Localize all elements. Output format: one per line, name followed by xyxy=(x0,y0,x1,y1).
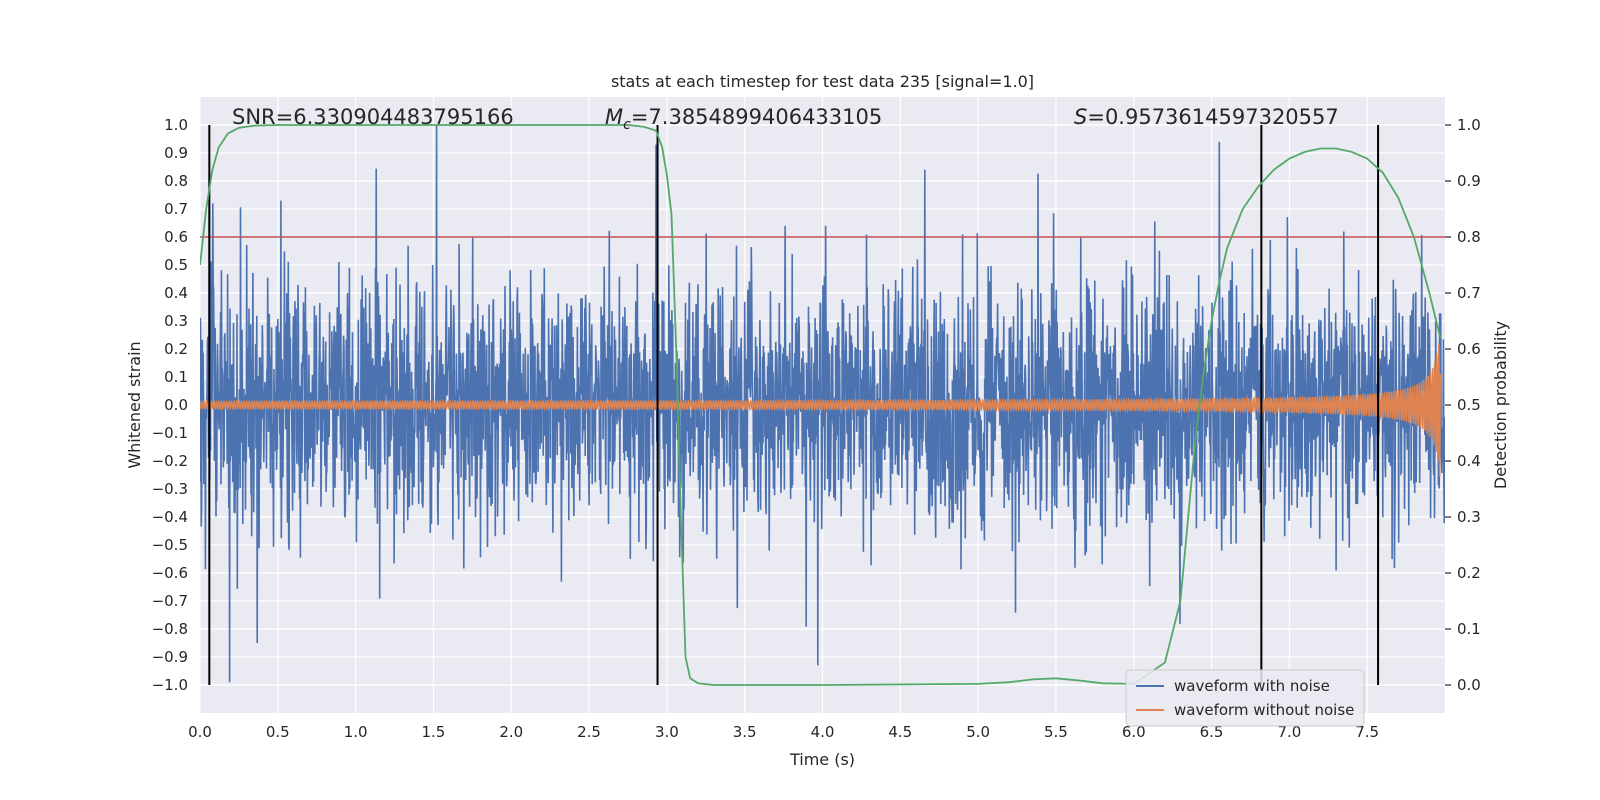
y2-tick-label: 0.7 xyxy=(1457,284,1481,302)
y2-tick-label: 0.9 xyxy=(1457,172,1481,190)
series-detection-probability xyxy=(200,124,1442,686)
y-tick-label: 0.9 xyxy=(164,144,188,162)
y2-tick-label: 0.3 xyxy=(1457,508,1481,526)
y2-tick-label: 0.1 xyxy=(1457,620,1481,638)
y2-tick-label: 0.0 xyxy=(1457,676,1481,694)
x-tick-label: 6.0 xyxy=(1122,723,1146,741)
chart-title: stats at each timestep for test data 235… xyxy=(611,72,1034,91)
x-tick-label: 2.0 xyxy=(499,723,523,741)
y-tick-label: −0.8 xyxy=(152,620,188,638)
y-tick-label: −0.4 xyxy=(152,508,188,526)
series-waveform-with-noise xyxy=(200,124,1445,683)
right-axis-ticks: 1.0 0.9 0.8 0.7 0.6 0.5 0.4 0.3 0.2 0.1 0.0 xyxy=(1445,116,1481,694)
x-tick-label: 0.5 xyxy=(266,723,290,741)
x-tick-label: 5.0 xyxy=(966,723,990,741)
left-axis-ticks: 1.0 0.9 0.8 0.7 0.6 0.5 0.4 0.3 0.2 0.1 0.0 −0.1 −0.… xyxy=(152,116,188,694)
y-tick-label: −0.1 xyxy=(152,424,188,442)
y2-tick-label: 0.6 xyxy=(1457,340,1481,358)
x-tick-label: 7.0 xyxy=(1277,723,1301,741)
y-tick-label: −0.3 xyxy=(152,480,188,498)
y2-axis-label: Detection probability xyxy=(1491,321,1510,489)
y2-tick-label: 1.0 xyxy=(1457,116,1481,134)
y-tick-label: 0.5 xyxy=(164,256,188,274)
y-tick-label: 0.0 xyxy=(164,396,188,414)
y2-tick-label: 0.5 xyxy=(1457,396,1481,414)
y-tick-label: −0.6 xyxy=(152,564,188,582)
x-tick-label: 0.0 xyxy=(188,723,212,741)
x-tick-label: 4.0 xyxy=(811,723,835,741)
x-tick-label: 4.5 xyxy=(888,723,912,741)
y-axis-label: Whitened strain xyxy=(125,341,144,468)
x-tick-label: 5.5 xyxy=(1044,723,1068,741)
y-tick-label: 0.2 xyxy=(164,340,188,358)
legend-box xyxy=(1125,669,1365,727)
legend-label-waveform-with-noise: waveform with noise xyxy=(1174,677,1330,695)
y-tick-label: 0.4 xyxy=(164,284,188,302)
x-tick-label: 1.5 xyxy=(422,723,446,741)
x-tick-label: 3.0 xyxy=(655,723,679,741)
y-tick-label: 0.7 xyxy=(164,200,188,218)
y-tick-label: −0.9 xyxy=(152,648,188,666)
s-value: =0.9573614597320557 xyxy=(1087,105,1338,129)
x-tick-label: 1.0 xyxy=(344,723,368,741)
y-tick-label: −0.7 xyxy=(152,592,188,610)
legend-label-waveform-without-noise: waveform without noise xyxy=(1174,701,1354,719)
y-tick-label: 1.0 xyxy=(164,116,188,134)
y-tick-label: 0.8 xyxy=(164,172,188,190)
y2-tick-label: 0.4 xyxy=(1457,452,1481,470)
s-symbol: S xyxy=(1074,105,1087,129)
y-tick-label: −0.2 xyxy=(152,452,188,470)
mc-symbol: M xyxy=(605,105,623,129)
x-axis-ticks: 0.0 0.5 1.0 1.5 2.0 2.5 3.0 3.5 4.0 4.5 5.0 5.5 6.0 6… xyxy=(188,723,1379,741)
mc-value: =7.3854899406433105 xyxy=(631,105,882,129)
plot-series xyxy=(200,124,1445,686)
chirp-mass-annotation: Mc=7.3854899406433105 xyxy=(605,105,882,133)
y-tick-label: 0.1 xyxy=(164,368,188,386)
x-tick-label: 7.5 xyxy=(1355,723,1379,741)
y-tick-label: −1.0 xyxy=(152,676,188,694)
y2-tick-label: 0.8 xyxy=(1457,228,1481,246)
x-tick-label: 2.5 xyxy=(577,723,601,741)
y-tick-label: 0.3 xyxy=(164,312,188,330)
legend: waveform with noise waveform without noi… xyxy=(1125,669,1365,727)
x-tick-label: 6.5 xyxy=(1200,723,1224,741)
mc-subscript: c xyxy=(623,117,631,133)
y-tick-label: 0.6 xyxy=(164,228,188,246)
snr-annotation: SNR=6.330904483795166 xyxy=(232,105,514,129)
y-tick-label: −0.5 xyxy=(152,536,188,554)
x-axis-label: Time (s) xyxy=(789,750,855,769)
y2-tick-label: 0.2 xyxy=(1457,564,1481,582)
series-waveform-without-noise xyxy=(200,344,1441,477)
score-annotation: S=0.9573614597320557 xyxy=(1074,105,1339,129)
x-tick-label: 3.5 xyxy=(733,723,757,741)
